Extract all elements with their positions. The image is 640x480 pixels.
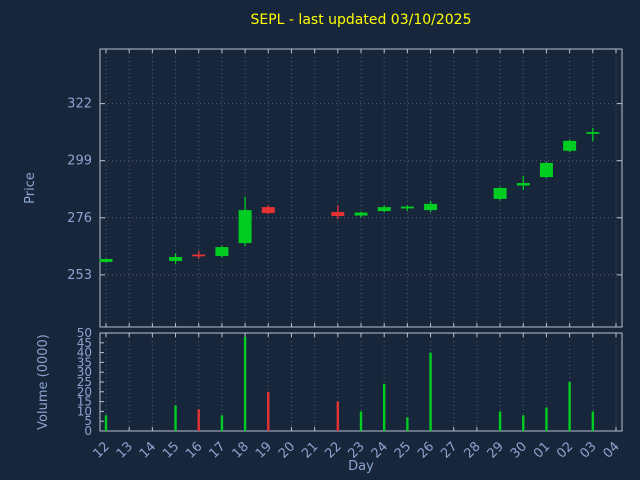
x-tick-label: 14 xyxy=(137,439,159,461)
candle-body xyxy=(424,203,438,211)
volume-tick-label: 20 xyxy=(77,385,92,399)
x-tick-label: 28 xyxy=(461,439,483,461)
candle-body xyxy=(516,183,530,186)
x-tick-label: 22 xyxy=(322,439,344,461)
x-tick-label: 13 xyxy=(114,439,136,461)
x-tick-label: 27 xyxy=(438,439,460,461)
volume-tick-label: 10 xyxy=(77,404,92,418)
price-plot-border xyxy=(99,48,623,328)
x-tick-label: 01 xyxy=(531,439,553,461)
x-tick-label: 18 xyxy=(230,439,252,461)
candle-body xyxy=(99,258,113,262)
volume-tick-label: 5 xyxy=(84,414,92,428)
candle-body xyxy=(377,207,391,212)
candle-body xyxy=(261,207,275,214)
candle-body xyxy=(331,212,345,217)
volume-tick-label: 40 xyxy=(77,346,92,360)
candle-body xyxy=(215,247,229,257)
price-tick-label: 299 xyxy=(67,154,92,169)
candle-body xyxy=(238,210,252,244)
x-tick-label: 19 xyxy=(253,439,275,461)
x-tick-label: 15 xyxy=(160,439,182,461)
x-tick-label: 02 xyxy=(554,439,576,461)
x-axis-title: Day xyxy=(348,459,374,474)
x-tick-label: 04 xyxy=(601,439,623,461)
candle-body xyxy=(400,206,414,209)
x-tick-label: 03 xyxy=(577,439,599,461)
candle-body xyxy=(354,212,368,216)
volume-tick-label: 35 xyxy=(77,355,92,369)
chart-title: SEPL - last updated 03/10/2025 xyxy=(250,12,472,28)
candle-body xyxy=(493,188,507,199)
volume-tick-label: 50 xyxy=(77,326,92,340)
price-axis-title: Price xyxy=(23,172,38,204)
x-tick-label: 20 xyxy=(276,439,298,461)
volume-axis-title: Volume (0000) xyxy=(36,334,51,430)
x-tick-label: 25 xyxy=(392,439,414,461)
volume-tick-label: 45 xyxy=(77,336,92,350)
candle-body xyxy=(169,257,183,261)
price-tick-label: 276 xyxy=(67,211,92,226)
volume-tick-label: 25 xyxy=(77,375,92,389)
candle-body xyxy=(586,132,600,134)
x-tick-label: 16 xyxy=(183,439,205,461)
volume-tick-label: 15 xyxy=(77,395,92,409)
price-tick-label: 253 xyxy=(67,268,92,283)
candle-body xyxy=(563,140,577,151)
candle-body xyxy=(192,254,206,257)
volume-tick-label: 30 xyxy=(77,365,92,379)
x-tick-label: 26 xyxy=(415,439,437,461)
price-tick-label: 322 xyxy=(67,97,92,112)
candle-body xyxy=(539,162,553,178)
x-tick-label: 30 xyxy=(508,439,530,461)
x-tick-label: 29 xyxy=(485,439,507,461)
x-tick-label: 21 xyxy=(299,439,321,461)
volume-tick-label: 0 xyxy=(84,424,92,438)
x-tick-label: 12 xyxy=(91,439,113,461)
x-tick-label: 17 xyxy=(206,439,228,461)
